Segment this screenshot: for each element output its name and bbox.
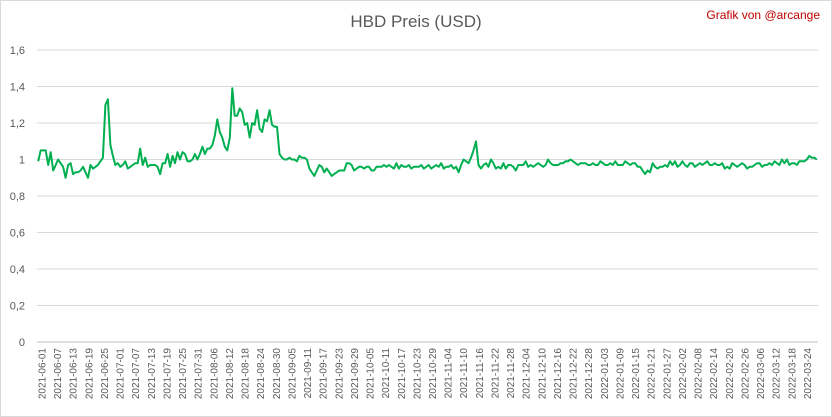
x-tick-label: 2022-02-20 <box>725 348 736 400</box>
y-tick-label: 1 <box>19 155 25 167</box>
y-tick-label: 1,4 <box>10 82 25 94</box>
x-tick-label: 2022-01-27 <box>662 348 673 400</box>
x-tick-label: 2021-07-07 <box>131 348 142 400</box>
x-tick-label: 2021-12-28 <box>584 348 595 400</box>
x-tick-label: 2021-10-23 <box>412 348 423 400</box>
x-tick-label: 2021-08-30 <box>272 348 283 400</box>
x-tick-label: 2022-03-24 <box>803 348 814 400</box>
x-tick-label: 2021-08-24 <box>256 348 267 400</box>
x-tick-label: 2022-02-08 <box>694 348 705 400</box>
x-tick-label: 2021-09-23 <box>334 348 345 400</box>
x-tick-label: 2021-06-19 <box>84 348 95 400</box>
x-tick-label: 2022-03-06 <box>756 348 767 400</box>
x-tick-label: 2021-11-28 <box>506 348 517 399</box>
y-tick-label: 0,2 <box>10 301 25 313</box>
x-tick-label: 2022-02-26 <box>740 348 751 400</box>
chart-title: HBD Preis (USD) <box>350 12 482 31</box>
x-tick-label: 2021-09-05 <box>287 348 298 400</box>
x-tick-label: 2022-01-21 <box>647 348 658 400</box>
x-tick-label: 2021-11-16 <box>475 348 486 399</box>
x-tick-label: 2022-01-03 <box>600 348 611 400</box>
y-tick-label: 0,6 <box>10 228 25 240</box>
gridlines <box>37 49 818 343</box>
x-tick-label: 2021-08-12 <box>225 348 236 400</box>
x-tick-label: 2022-03-12 <box>772 348 783 400</box>
x-tick-label: 2022-03-18 <box>787 348 798 400</box>
y-tick-label: 1,6 <box>10 45 25 57</box>
series-line <box>37 87 818 179</box>
x-tick-label: 2021-11-04 <box>444 348 455 399</box>
x-tick-label: 2021-12-16 <box>553 348 564 400</box>
x-tick-label: 2021-07-01 <box>116 348 127 400</box>
x-tick-label: 2021-06-07 <box>53 348 64 400</box>
x-tick-label: 2021-10-29 <box>428 348 439 400</box>
x-tick-label: 2021-08-18 <box>241 348 252 400</box>
y-axis-ticks: 0 0,2 0,4 0,6 0,8 1 1,2 1,4 1,6 <box>10 45 25 349</box>
x-tick-label: 2021-07-25 <box>178 348 189 400</box>
x-tick-label: 2021-06-01 <box>38 348 49 400</box>
x-tick-label: 2021-10-05 <box>366 348 377 400</box>
x-tick-label: 2022-01-09 <box>615 348 626 400</box>
x-tick-label: 2021-10-17 <box>397 348 408 400</box>
x-tick-label: 2021-09-29 <box>350 348 361 400</box>
x-tick-label: 2021-10-11 <box>381 348 392 399</box>
y-tick-label: 0 <box>19 337 25 349</box>
x-tick-label: 2021-12-22 <box>569 348 580 400</box>
y-tick-label: 0,4 <box>10 264 25 276</box>
x-tick-label: 2021-11-22 <box>491 348 502 399</box>
x-tick-label: 2021-06-25 <box>100 348 111 400</box>
x-tick-label: 2022-01-15 <box>631 348 642 400</box>
x-tick-label: 2021-06-13 <box>69 348 80 400</box>
x-tick-label: 2021-07-13 <box>147 348 158 400</box>
x-axis-ticks: 2021-06-01 2021-06-07 2021-06-13 2021-06-19… <box>38 348 814 400</box>
x-tick-label: 2021-07-19 <box>163 348 174 400</box>
x-tick-label: 2021-09-11 <box>303 348 314 399</box>
x-tick-label: 2021-12-10 <box>537 348 548 400</box>
x-tick-label: 2021-08-06 <box>209 348 220 400</box>
y-tick-label: 0,8 <box>10 191 25 203</box>
series-group <box>37 87 818 179</box>
x-tick-label: 2021-12-04 <box>522 348 533 400</box>
x-tick-label: 2021-09-17 <box>319 348 330 400</box>
x-tick-label: 2022-02-02 <box>678 348 689 400</box>
y-tick-label: 1,2 <box>10 118 25 130</box>
x-tick-label: 2021-07-31 <box>194 348 205 400</box>
x-tick-label: 2022-02-14 <box>709 348 720 400</box>
x-tick-label: 2021-11-10 <box>459 348 470 399</box>
chart-credit: Grafik von @arcange <box>706 8 820 22</box>
